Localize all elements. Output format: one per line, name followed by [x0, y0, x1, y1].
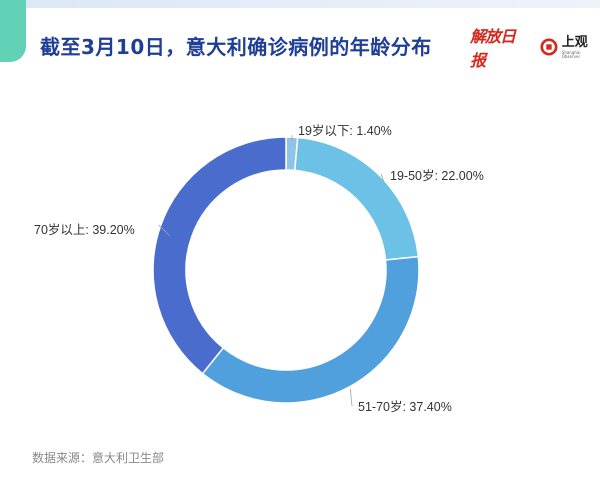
leader-line-3 — [349, 388, 353, 407]
slice-label-4: 70岁以上: 39.20% — [34, 222, 135, 237]
shangguan-logo-icon — [540, 38, 558, 56]
data-source-note: 数据来源：意大利卫生部 — [32, 451, 165, 465]
corner-accent — [0, 0, 26, 62]
leader-line-4 — [158, 224, 171, 237]
publisher-logos: 解放日报 上观 Shanghai Observer — [470, 27, 600, 70]
slice-label-2: 19-50岁: 22.00% — [390, 168, 484, 183]
shangguan-logo: 上观 Shanghai Observer — [540, 36, 600, 59]
slice-label-1: 19岁以下: 1.40% — [298, 123, 392, 138]
donut-slice-3 — [201, 255, 420, 404]
jiefang-daily-logo: 解放日报 — [470, 27, 516, 70]
shangguan-logo-subtext: Shanghai Observer — [561, 49, 581, 59]
leader-line-2 — [380, 173, 385, 183]
donut-slice-2 — [293, 136, 420, 261]
slice-label-3: 51-70岁: 37.40% — [358, 399, 452, 414]
top-decor-band — [0, 0, 600, 8]
donut-slice-4 — [152, 136, 287, 375]
chart-title: 截至3月10日，意大利确诊病例的年龄分布 — [40, 35, 432, 59]
shangguan-logo-text: 上观 — [561, 34, 588, 50]
